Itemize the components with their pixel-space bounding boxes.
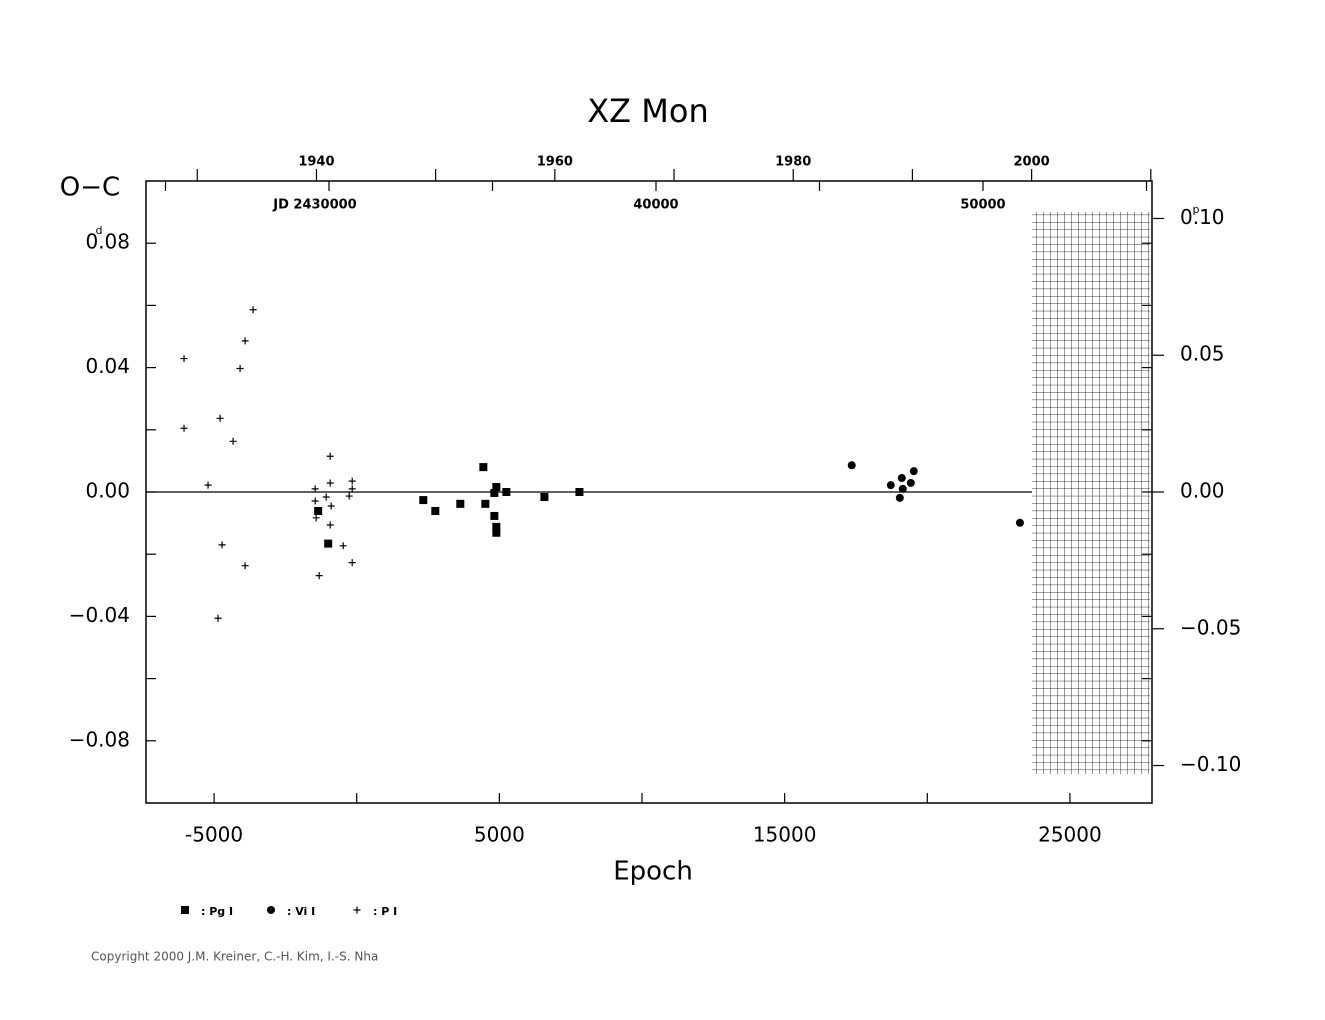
point — [490, 488, 499, 497]
copyright: Copyright 2000 J.M. Kreiner, C.-H. Kim, … — [91, 950, 378, 964]
x-axis-label: Epoch — [613, 857, 693, 887]
point — [909, 467, 918, 476]
point — [218, 541, 226, 549]
point — [479, 463, 488, 472]
point — [492, 522, 501, 531]
legend-label: : Vi I — [287, 905, 315, 918]
y2-tick-label: 0.10 — [1180, 205, 1225, 229]
point — [490, 511, 499, 520]
point — [312, 514, 320, 522]
point — [326, 479, 334, 487]
point — [180, 355, 188, 363]
point — [575, 488, 584, 496]
jd-tick-label: 40000 — [633, 198, 678, 213]
point — [241, 562, 249, 570]
point — [229, 437, 237, 445]
x-tick-label: 25000 — [1038, 823, 1102, 847]
point — [180, 424, 188, 432]
point — [348, 477, 356, 485]
point — [311, 497, 319, 505]
point — [311, 485, 319, 493]
point — [214, 614, 222, 622]
x-tick-label: 5000 — [474, 823, 525, 847]
year-tick-label: 1980 — [775, 155, 811, 170]
point — [326, 521, 334, 529]
point — [204, 481, 212, 489]
year-tick-label: 1940 — [298, 155, 334, 170]
jd-tick-label: JD 2430000 — [272, 198, 356, 213]
x-tick-label: -5000 — [185, 823, 243, 847]
y2-tick-label: 0.00 — [1180, 479, 1225, 503]
y-tick-label: 0.08 — [85, 230, 130, 254]
point — [315, 572, 323, 580]
point — [348, 559, 356, 567]
point — [895, 493, 904, 502]
y-tick-label: 0.04 — [85, 354, 130, 378]
point — [322, 493, 330, 501]
y2-tick-label: −0.10 — [1180, 752, 1241, 776]
point — [236, 365, 244, 373]
legend-marker — [353, 906, 361, 914]
legend-marker — [267, 906, 275, 914]
point — [241, 337, 249, 345]
legend-marker — [181, 906, 189, 914]
y-tick-label: 0.00 — [85, 479, 130, 503]
y-unit: d — [96, 224, 103, 237]
legend-label: : P I — [373, 905, 397, 918]
point — [886, 481, 895, 490]
point — [492, 528, 501, 537]
point — [249, 306, 257, 314]
point — [324, 539, 333, 548]
point — [431, 506, 440, 515]
point — [898, 484, 907, 493]
legend-label: : Pg I — [201, 905, 233, 918]
y-axis-label: O−C — [60, 173, 120, 203]
year-tick-label: 1960 — [537, 155, 573, 170]
y-tick-label: −0.08 — [69, 727, 130, 751]
y-tick-label: −0.04 — [69, 603, 130, 627]
hatch-area — [1032, 212, 1150, 774]
chart-title: XZ Mon — [587, 92, 708, 130]
jd-tick-label: 50000 — [960, 198, 1005, 213]
point — [1015, 518, 1024, 527]
point — [481, 499, 490, 508]
point — [502, 488, 511, 496]
year-tick-label: 2000 — [1014, 155, 1050, 170]
y2-tick-label: −0.05 — [1180, 615, 1241, 639]
point — [216, 414, 224, 422]
point — [327, 502, 335, 510]
point — [492, 483, 501, 492]
point — [456, 499, 465, 508]
point — [419, 496, 428, 505]
point — [345, 492, 353, 500]
y2-tick-label: 0.05 — [1180, 342, 1225, 366]
point — [540, 492, 549, 501]
point — [314, 506, 323, 515]
point — [847, 461, 856, 470]
point — [906, 478, 915, 487]
x-tick-label: 15000 — [753, 823, 817, 847]
point — [339, 542, 347, 550]
point — [348, 485, 356, 493]
y2-unit: p — [1193, 203, 1200, 216]
point — [897, 474, 906, 483]
point — [326, 452, 334, 460]
